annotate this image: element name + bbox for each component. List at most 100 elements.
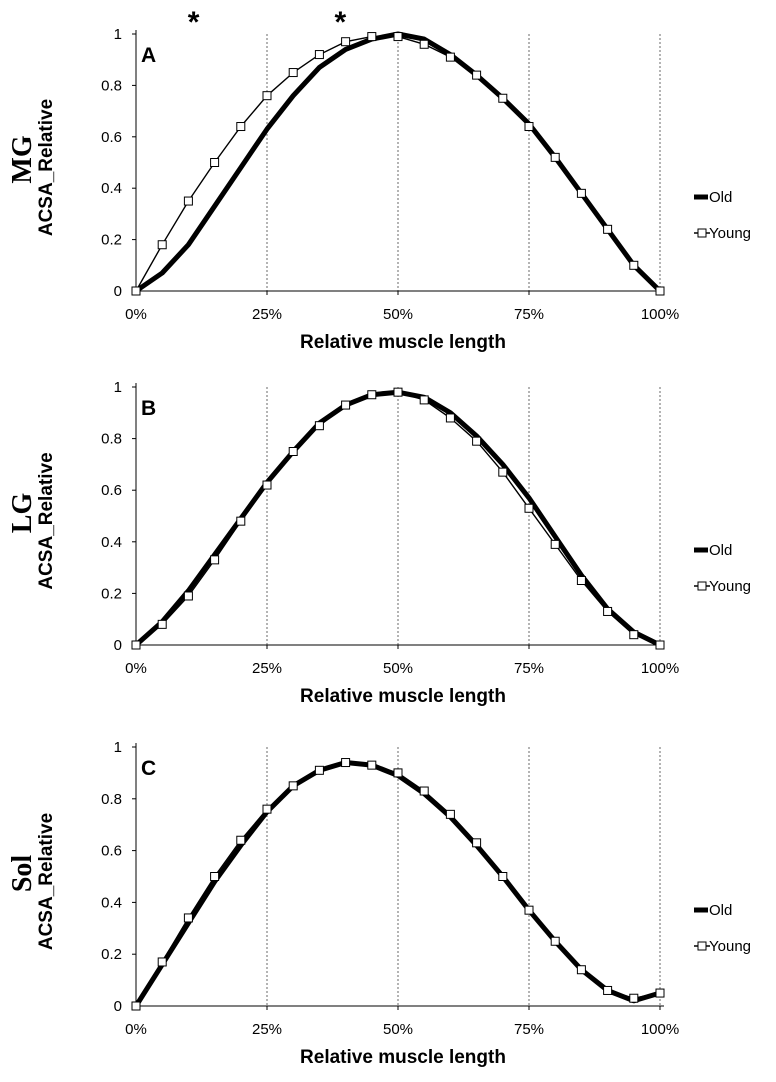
data-point-young [393,387,403,397]
data-point-young [157,619,167,629]
data-point-young [367,760,377,770]
data-point-young [498,872,508,881]
legend-marker-young [697,941,707,951]
data-point-young [367,390,377,400]
chart-panel-a: 0 0.2 0.4 0.6 0.8 1 0% 25% 50% 75% 100% Relative mu… [7,6,751,353]
data-point-young [524,122,534,132]
panel-letter: C [141,757,156,780]
panel-letter: B [141,397,156,420]
data-point-young [603,985,613,995]
data-point-young [629,630,639,640]
y-tick-label: 0.2 [101,585,122,602]
data-point-young [550,152,560,162]
data-point-young [183,591,193,601]
data-point-young [393,32,403,42]
legend-marker-young [697,581,707,591]
data-point-young [367,32,377,42]
data-point-young [210,158,220,167]
data-point-young [498,467,508,477]
data-point-young [576,576,586,585]
data-point-young [445,809,455,819]
y-tick-label: 0.2 [101,946,122,963]
legend-marker-young [697,228,707,238]
y-tick-label: 0.8 [101,431,122,448]
data-point-young [236,835,246,845]
y-tick-label: 0.6 [101,482,122,499]
legend-label-old: Old [709,189,732,206]
data-point-young [314,50,324,60]
data-point-young [183,913,193,923]
data-point-young [576,188,586,198]
muscle-label: Sol [7,855,38,893]
data-point-young [341,400,351,410]
chart-panel-b: 0 0.2 0.4 0.6 0.8 1 0% 25% 50% 75% 100% Relative mu… [7,379,751,707]
data-point-young [655,286,665,296]
x-tick-label: 0% [125,660,147,677]
data-point-young [445,413,455,423]
x-tick-label: 50% [383,660,413,677]
x-tick-label: 0% [125,1021,147,1038]
y-tick-label: 0 [114,998,122,1015]
muscle-label: MG [7,135,38,183]
data-point-young [472,70,482,80]
data-point-young [157,240,167,250]
data-point-young [603,224,613,234]
y-tick-label: 1 [114,739,122,756]
data-point-young [288,781,298,791]
y-tick-label: 1 [114,379,122,396]
legend-label-young: Young [709,578,751,595]
data-point-young [419,39,429,49]
x-axis-title: Relative muscle length [300,332,506,353]
data-point-young [445,52,455,62]
data-point-young [550,936,560,946]
chart-panel-c: 0 0.2 0.4 0.6 0.8 1 0% 25% 50% 75% 100% Relative mu… [7,739,751,1068]
y-tick-label: 0.6 [101,129,122,146]
x-tick-label: 50% [383,1021,413,1038]
data-point-young [210,872,220,881]
data-point-young [655,640,665,650]
data-point-young [498,93,508,103]
x-tick-label: 100% [641,1021,679,1038]
y-tick-label: 0.8 [101,77,122,94]
y-axis-title: ACSA_Relative [36,99,57,236]
data-point-young [288,447,298,456]
y-tick-label: 0.4 [101,894,122,911]
data-point-young [655,988,665,998]
x-tick-label: 25% [252,306,282,323]
data-point-young [472,436,482,446]
panel-letter: A [141,44,156,67]
significance-star: * [335,6,347,39]
legend-label-old: Old [709,542,732,559]
x-tick-label: 0% [125,306,147,323]
x-tick-label: 25% [252,1021,282,1038]
y-tick-label: 1 [114,26,122,43]
data-point-young [210,555,220,565]
data-point-young [131,640,141,650]
data-point-young [131,286,141,296]
data-point-young [314,765,324,775]
x-axis-title: Relative muscle length [300,1047,506,1068]
data-point-young [576,965,586,975]
data-point-young [603,606,613,616]
legend-label-old: Old [709,902,732,919]
data-point-young [236,122,246,132]
y-tick-label: 0.8 [101,791,122,808]
y-tick-label: 0 [114,283,122,300]
x-tick-label: 75% [514,660,544,677]
data-point-young [157,957,167,967]
y-tick-label: 0.4 [101,180,122,197]
significance-star: * [188,6,200,39]
data-point-young [288,68,298,78]
legend-label-young: Young [709,225,751,242]
x-tick-label: 100% [641,660,679,677]
y-axis-title: ACSA_Relative [36,813,57,950]
data-point-young [341,758,351,768]
data-point-young [262,480,272,490]
data-point-young [236,516,246,526]
data-point-young [550,539,560,549]
x-tick-label: 75% [514,1021,544,1038]
y-axis-title: ACSA_Relative [36,452,57,589]
x-tick-label: 100% [641,306,679,323]
data-point-young [419,786,429,796]
